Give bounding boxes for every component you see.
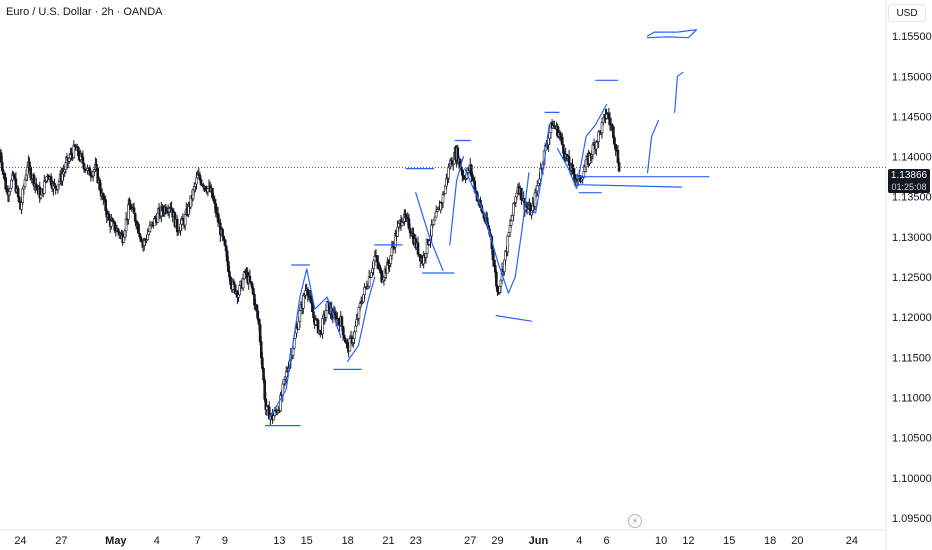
candle-body (433, 216, 437, 221)
time-tick-label: 10 (655, 535, 667, 547)
candle-body (512, 202, 515, 216)
candle-body (137, 224, 140, 234)
price-tick-label: 1.10500 (892, 433, 932, 445)
bar-countdown: 01:25:08 (891, 182, 927, 192)
candle-body (301, 295, 305, 309)
time-axis-labels[interactable]: 24 27 May 4 7 9 13 15 18 21 23 27 29 Jun 4 6 10 12 15 18 20 2… (14, 535, 858, 547)
candle-body (506, 235, 510, 253)
drawing-swing-5[interactable] (464, 168, 530, 294)
candle-body (127, 204, 130, 220)
time-tick-label: 24 (14, 535, 26, 547)
time-tick-label: 13 (273, 535, 285, 547)
drawing-target-box[interactable] (646, 29, 698, 39)
drawing-swing-3[interactable] (415, 192, 444, 272)
time-tick-label: May (105, 535, 127, 547)
time-tick-label: 4 (154, 535, 160, 547)
candle-body (170, 207, 173, 211)
lightning-icon[interactable]: ⚡ (628, 514, 642, 528)
candle-body (39, 194, 43, 199)
time-tick-label: 12 (682, 535, 694, 547)
time-tick-label: 23 (410, 535, 422, 547)
price-tick-label: 1.14500 (892, 111, 932, 123)
time-tick-label: 15 (301, 535, 313, 547)
candle-body (312, 311, 315, 318)
candle-body (613, 137, 616, 145)
drawing-arrow-2[interactable] (674, 71, 684, 114)
time-tick-label: 20 (791, 535, 803, 547)
candle-body (18, 196, 21, 203)
price-tick-label: 1.14000 (892, 152, 932, 164)
drawing-arrow-1[interactable] (646, 119, 660, 174)
time-tick-label: 15 (723, 535, 735, 547)
candle-body (416, 242, 420, 255)
price-tick-label: 1.15000 (892, 71, 932, 83)
time-tick-label: Jun (529, 535, 549, 547)
candle-body (340, 316, 344, 327)
candle-body (248, 275, 252, 283)
price-tick-label: 1.13000 (892, 232, 932, 244)
candle-body (509, 220, 513, 226)
currency-button[interactable]: USD (888, 4, 926, 22)
candle-body (195, 177, 198, 185)
time-tick-label: 27 (55, 535, 67, 547)
symbol-title[interactable]: Euro / U.S. Dollar · 2h · OANDA (6, 6, 163, 18)
drawings-layer (265, 29, 710, 427)
last-price-tag: 1.13866 01:25:08 (888, 169, 930, 193)
price-tick-label: 1.10000 (892, 473, 932, 485)
candle-body (495, 271, 498, 287)
price-tick-label: 1.13500 (892, 192, 932, 204)
candle-body (16, 188, 20, 198)
price-tick-label: 1.09500 (892, 513, 932, 525)
price-tick-label: 1.12500 (892, 272, 932, 284)
drawing-swing-7[interactable] (556, 103, 608, 190)
time-tick-label: 18 (341, 535, 353, 547)
time-tick-label: 4 (576, 535, 582, 547)
drawing-swing-1[interactable] (269, 268, 342, 419)
drawing-swing-4[interactable] (449, 156, 464, 246)
time-tick-label: 9 (222, 535, 228, 547)
candle-body (324, 310, 328, 318)
candles-layer (0, 107, 621, 426)
time-tick-label: 24 (846, 535, 858, 547)
candle-body (221, 229, 224, 237)
candle-body (560, 136, 564, 146)
drawing-support-line-2[interactable] (578, 184, 683, 188)
drawing-swing-6[interactable] (526, 123, 550, 214)
time-tick-label: 29 (491, 535, 503, 547)
price-axis-labels[interactable]: 1.15500 1.15000 1.14500 1.14000 1.13500 1.130… (892, 31, 932, 525)
drawing-swing-2[interactable] (347, 276, 376, 362)
time-tick-label: 18 (764, 535, 776, 547)
price-tick-label: 1.11500 (892, 352, 931, 364)
price-tick-label: 1.12000 (892, 312, 932, 324)
time-tick-label: 21 (382, 535, 394, 547)
candle-body (298, 310, 302, 322)
candle-body (353, 331, 356, 339)
candle-body (23, 179, 27, 188)
candle-body (241, 278, 245, 289)
drawing-flat-bottom-4[interactable] (495, 315, 533, 322)
price-tick-label: 1.11000 (892, 393, 931, 405)
time-tick-label: 7 (195, 535, 201, 547)
candle-body (520, 187, 523, 200)
candle-body (591, 144, 595, 155)
time-tick-label: 27 (464, 535, 476, 547)
last-price-value: 1.13866 (890, 170, 928, 181)
price-tick-label: 1.15500 (892, 31, 932, 43)
time-tick-label: 6 (604, 535, 610, 547)
